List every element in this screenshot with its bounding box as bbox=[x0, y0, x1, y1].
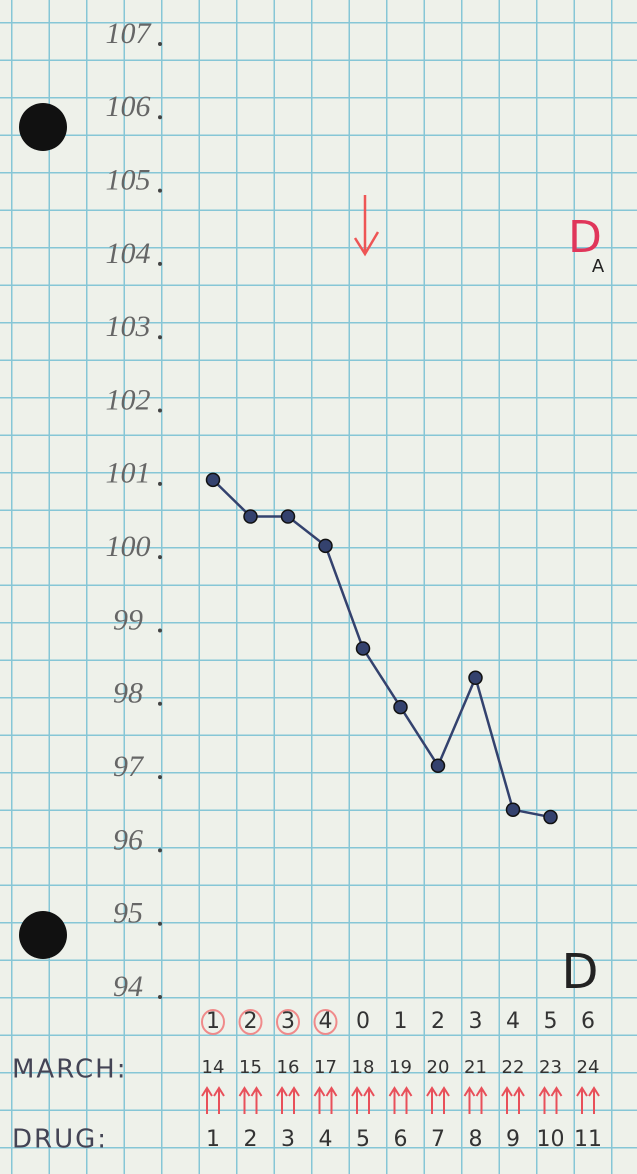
y-tick-mark bbox=[158, 848, 162, 853]
drug-day: 8 bbox=[469, 1127, 483, 1152]
dose-arrow bbox=[426, 1086, 450, 1114]
point bbox=[318, 538, 333, 554]
point bbox=[430, 758, 446, 773]
drug-day: 9 bbox=[506, 1127, 520, 1152]
day-circle bbox=[276, 1009, 300, 1035]
y-tick-label: 106 bbox=[106, 90, 151, 123]
y-tick-mark bbox=[158, 335, 162, 340]
punch-hole bbox=[19, 103, 67, 151]
y-tick-label: 100 bbox=[106, 530, 151, 563]
day-number: 0 bbox=[356, 1009, 370, 1034]
dose-arrow bbox=[313, 1086, 338, 1114]
drug-day: 4 bbox=[319, 1127, 333, 1152]
day-circle bbox=[238, 1009, 263, 1035]
dose-arrow bbox=[576, 1086, 600, 1114]
y-tick-label: 104 bbox=[106, 237, 151, 270]
x-tick-label: 15 bbox=[239, 1057, 262, 1078]
y-tick-label: 102 bbox=[106, 383, 151, 416]
x-tick-label: 19 bbox=[389, 1057, 412, 1078]
y-tick-label: 95 bbox=[113, 897, 143, 930]
y-tick-mark bbox=[158, 261, 162, 266]
point bbox=[505, 802, 521, 817]
x-tick-label: 20 bbox=[427, 1057, 450, 1078]
line bbox=[212, 478, 551, 819]
y-tick-label: 103 bbox=[106, 310, 151, 343]
x-tick-label: 18 bbox=[352, 1057, 375, 1078]
day-number: 3 bbox=[281, 1009, 295, 1034]
drug-day: 5 bbox=[356, 1127, 370, 1152]
day-number: 1 bbox=[394, 1009, 408, 1034]
y-tick-label: 107 bbox=[106, 17, 153, 50]
dose-arrow bbox=[538, 1086, 563, 1114]
day-circle bbox=[201, 1009, 225, 1035]
x-tick-label: 23 bbox=[539, 1057, 562, 1078]
x-tick-label: 17 bbox=[314, 1057, 337, 1078]
y-tick-label: 94 bbox=[113, 970, 143, 1003]
dose-arrow bbox=[201, 1086, 225, 1114]
y-tick-mark bbox=[158, 408, 162, 413]
point bbox=[393, 699, 408, 715]
y-tick-mark bbox=[158, 701, 162, 706]
dose-arrow bbox=[351, 1086, 375, 1114]
annotation: D bbox=[562, 944, 599, 1000]
punch-hole bbox=[19, 911, 67, 959]
dose-arrow bbox=[238, 1086, 263, 1114]
drug-day: 11 bbox=[574, 1127, 602, 1152]
y-tick-label: 105 bbox=[106, 164, 151, 197]
day-number: 2 bbox=[431, 1009, 445, 1034]
annotation: A bbox=[592, 256, 605, 277]
drug-day: 2 bbox=[244, 1127, 258, 1152]
y-tick-mark bbox=[158, 555, 162, 560]
point bbox=[468, 670, 483, 686]
drug-day: 3 bbox=[281, 1127, 295, 1152]
day-number: 2 bbox=[244, 1009, 258, 1034]
y-tick-label: 96 bbox=[113, 823, 143, 856]
dose-arrow bbox=[276, 1086, 300, 1114]
dose-arrow bbox=[463, 1086, 488, 1114]
y-tick-mark bbox=[158, 995, 162, 999]
y-tick-mark bbox=[158, 188, 162, 193]
day-number: 4 bbox=[506, 1009, 520, 1034]
dose-arrow bbox=[501, 1086, 525, 1114]
x-tick-label: 24 bbox=[577, 1057, 600, 1078]
x-tick-label: 22 bbox=[502, 1057, 525, 1078]
y-tick-label: 99 bbox=[113, 603, 143, 636]
y-tick-mark bbox=[158, 921, 162, 926]
x-tick-label: 21 bbox=[464, 1057, 487, 1078]
row-label: DRUG: bbox=[12, 1125, 108, 1155]
y-tick-mark bbox=[158, 42, 162, 46]
y-tick-label: 101 bbox=[106, 457, 151, 490]
x-tick-label: 14 bbox=[202, 1057, 225, 1078]
point bbox=[205, 472, 221, 488]
day-number: 6 bbox=[581, 1009, 595, 1034]
annotation: D bbox=[568, 212, 602, 263]
y-tick-label: 97 bbox=[113, 750, 145, 783]
y-tick-label: 98 bbox=[113, 677, 143, 710]
drug-day: 7 bbox=[431, 1127, 445, 1152]
dose-arrow bbox=[388, 1086, 413, 1114]
day-number: 1 bbox=[206, 1009, 220, 1034]
y-tick-mark bbox=[158, 628, 162, 633]
row-label: MARCH: bbox=[12, 1055, 127, 1085]
day-number: 5 bbox=[544, 1009, 558, 1034]
drug-day: 6 bbox=[394, 1127, 408, 1152]
drug-day: 1 bbox=[206, 1127, 220, 1152]
y-tick-mark bbox=[158, 481, 162, 486]
day-circle bbox=[313, 1009, 338, 1035]
y-tick-mark bbox=[158, 115, 162, 120]
drug-day: 10 bbox=[537, 1127, 565, 1152]
day-number: 3 bbox=[469, 1009, 483, 1034]
x-tick-label: 16 bbox=[277, 1057, 300, 1078]
y-tick-mark bbox=[158, 775, 162, 780]
point bbox=[355, 641, 371, 656]
point bbox=[280, 509, 296, 524]
day-number: 4 bbox=[319, 1009, 333, 1034]
red-arrow bbox=[353, 195, 380, 257]
point bbox=[543, 809, 558, 825]
point bbox=[243, 509, 258, 524]
